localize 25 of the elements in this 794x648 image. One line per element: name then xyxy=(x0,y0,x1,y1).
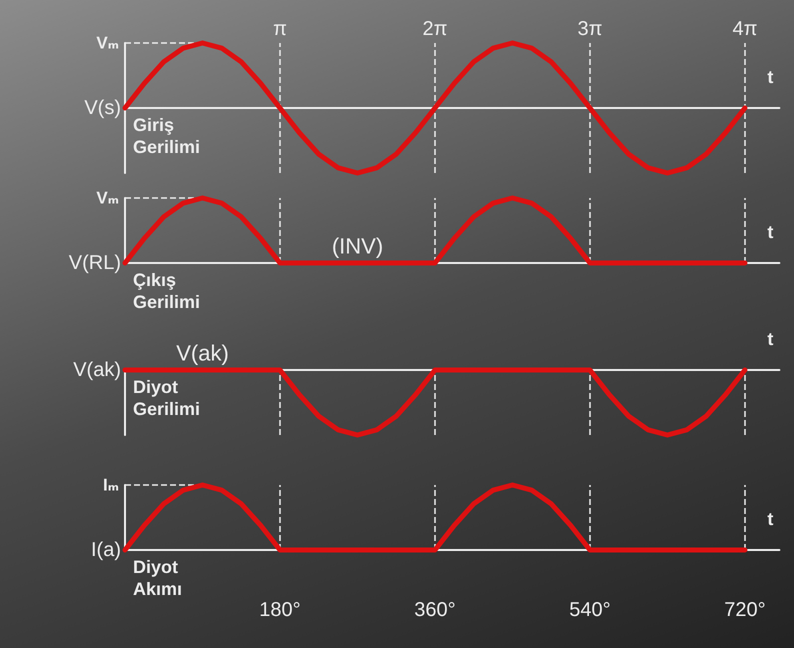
x-axis-title: t xyxy=(767,222,774,242)
y-axis-title: V(ak) xyxy=(73,359,121,381)
annotation: (INV) xyxy=(332,234,384,258)
x-tick-label: 540° xyxy=(569,599,611,621)
text: Diyot Akımı xyxy=(133,557,184,599)
ref-line-label: 2π xyxy=(422,18,448,40)
x-tick-label: 180° xyxy=(259,599,301,621)
y-axis-title: V(s) xyxy=(84,97,121,119)
x-tick-label: 360° xyxy=(414,599,456,621)
y-axis-title: I(a) xyxy=(91,539,121,561)
annotation: Diyot Gerilimi xyxy=(133,377,200,419)
annotation: Giriş Gerilimi xyxy=(133,115,200,157)
y-axis-title: V(RL) xyxy=(68,252,121,274)
x-axis-title: t xyxy=(767,329,774,349)
ref-line-label: 3π xyxy=(577,18,602,40)
ref-line-label: 4π xyxy=(732,18,758,40)
ref-line-label: Iₘ xyxy=(102,476,119,494)
x-axis-title: t xyxy=(767,67,774,87)
ref-line-label: π xyxy=(273,18,287,40)
x-tick-label: 720° xyxy=(724,599,766,621)
annotation: V(ak) xyxy=(176,340,229,366)
ref-line-label: Vₘ xyxy=(96,34,119,52)
ref-line-label: Vₘ xyxy=(96,188,119,208)
x-axis-title: t xyxy=(767,509,774,529)
text: Çıkış Gerilimi xyxy=(133,270,200,312)
